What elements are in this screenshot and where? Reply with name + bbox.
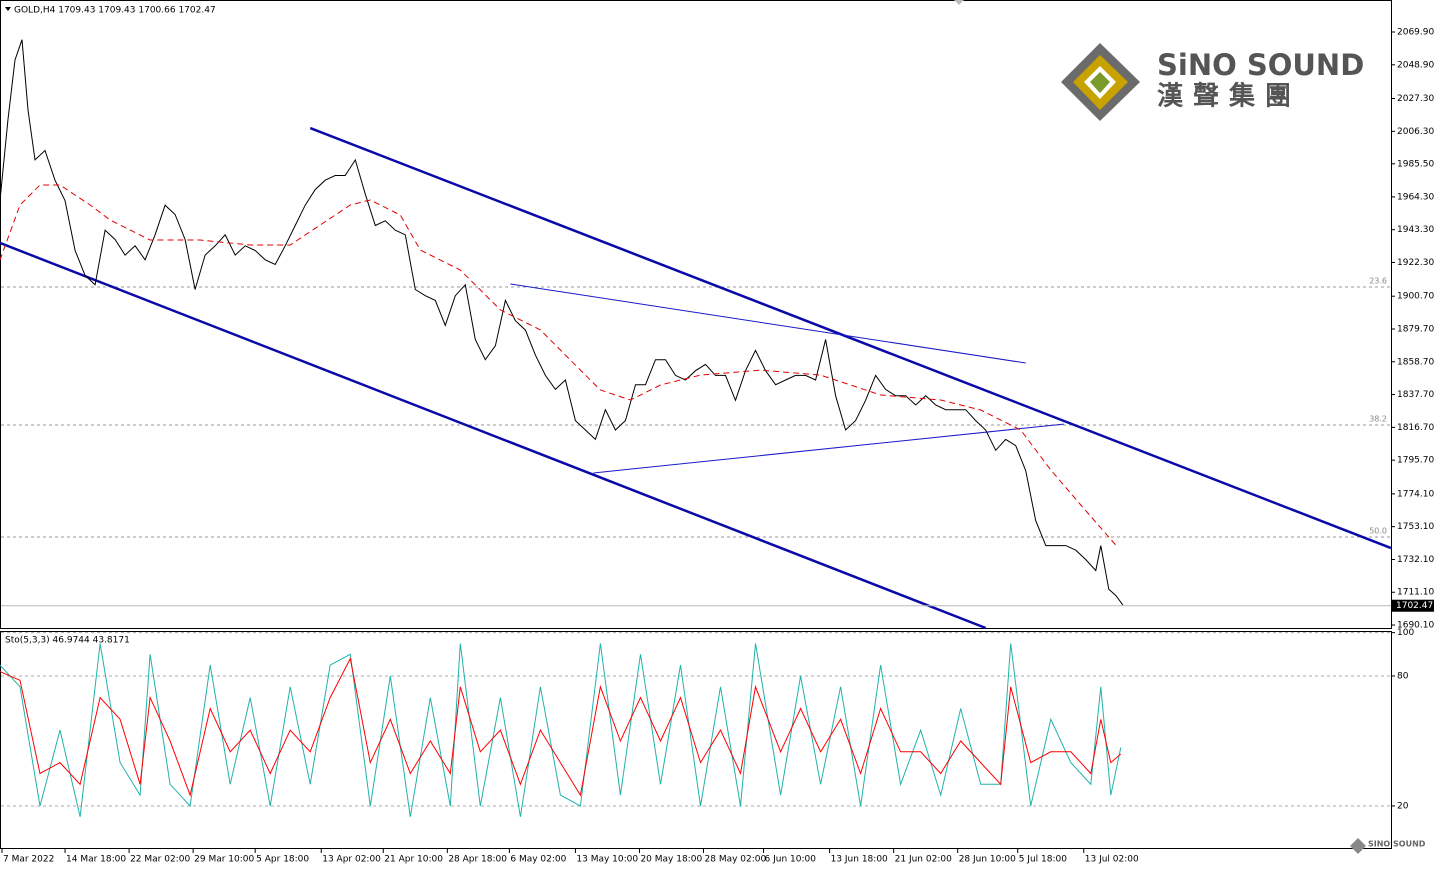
series-line xyxy=(0,657,1122,797)
stoch-panel-frame xyxy=(0,631,1392,849)
y-tick-label: 1795.70 xyxy=(1397,456,1434,466)
y-tick-label: 1732.10 xyxy=(1397,555,1434,565)
x-tick-label: 6 May 02:00 xyxy=(510,855,566,865)
series-line xyxy=(0,184,1117,546)
y-tick-label: 80 xyxy=(1397,671,1409,681)
series-line xyxy=(0,643,1122,817)
menu-arrow xyxy=(5,7,11,11)
y-tick-label: 1816.70 xyxy=(1397,423,1434,433)
x-tick-label: 20 May 18:00 xyxy=(640,855,702,865)
stoch-title: Sto(5,3,3) 46.9744 43.8171 xyxy=(5,636,130,646)
x-tick-label: 13 Apr 02:00 xyxy=(322,855,381,865)
x-tick-label: 13 Jun 18:00 xyxy=(831,855,888,865)
y-tick-label: 1858.70 xyxy=(1397,357,1434,367)
x-tick-label: 28 May 02:00 xyxy=(705,855,767,865)
x-tick-label: 21 Apr 10:00 xyxy=(384,855,443,865)
price-panel-frame xyxy=(0,0,1392,629)
x-tick-label: 14 Mar 18:00 xyxy=(66,855,126,865)
x-tick-label: 13 May 10:00 xyxy=(576,855,638,865)
x-tick-label: 5 Apr 18:00 xyxy=(256,855,309,865)
last-price-box xyxy=(1392,599,1434,612)
fib-label: 23.6 xyxy=(1369,276,1387,285)
y-tick-label: 1922.30 xyxy=(1397,258,1434,268)
y-tick-label: 1964.30 xyxy=(1397,192,1434,202)
fib-label: 38.2 xyxy=(1369,415,1387,424)
x-tick-label: 29 Mar 10:00 xyxy=(194,855,254,865)
last-price-label: 1702.47 xyxy=(1396,601,1433,611)
x-tick-label: 28 Apr 18:00 xyxy=(448,855,507,865)
y-tick-label: 1753.10 xyxy=(1397,522,1434,532)
shift-marker xyxy=(954,0,964,5)
price-title: GOLD,H4 1709.43 1709.43 1700.66 1702.47 xyxy=(14,6,216,16)
x-tick-label: 21 Jun 02:00 xyxy=(895,855,952,865)
y-tick-label: 1837.70 xyxy=(1397,390,1434,400)
small-logo-mark xyxy=(1350,838,1366,854)
logo-chinese: 漢聲集團 xyxy=(1157,81,1301,112)
x-tick-label: 7 Mar 2022 xyxy=(3,855,54,865)
trendline xyxy=(309,126,1392,550)
logo-diamond-center xyxy=(1090,72,1110,93)
trendline xyxy=(510,283,1026,364)
y-tick-label: 100 xyxy=(1397,628,1414,638)
y-tick-label: 1985.50 xyxy=(1397,159,1434,169)
y-tick-label: 20 xyxy=(1397,801,1409,811)
y-tick-label: 1774.10 xyxy=(1397,489,1434,499)
y-tick-label: 2027.30 xyxy=(1397,94,1434,104)
small-logo-text: SINO SOUND xyxy=(1368,840,1426,849)
y-tick-label: 1690.10 xyxy=(1397,621,1434,631)
x-tick-label: 6 Jun 10:00 xyxy=(765,855,817,865)
logo: SiNO SOUND 漢聲集團 xyxy=(1061,43,1364,121)
fib-label: 50.0 xyxy=(1369,526,1387,535)
y-tick-label: 2069.90 xyxy=(1397,28,1434,38)
x-tick-label: 28 Jun 10:00 xyxy=(959,855,1016,865)
trendline xyxy=(593,423,1064,474)
trendline xyxy=(0,241,987,630)
x-tick-label: 5 Jul 18:00 xyxy=(1019,855,1068,865)
y-tick-label: 1879.70 xyxy=(1397,324,1434,334)
y-tick-label: 2006.30 xyxy=(1397,127,1434,137)
y-tick-label: 1943.30 xyxy=(1397,225,1434,235)
y-tick-label: 1711.10 xyxy=(1397,588,1434,598)
logo-name: SiNO SOUND xyxy=(1157,48,1364,82)
series-line xyxy=(0,39,1124,606)
x-tick-label: 22 Mar 02:00 xyxy=(130,855,190,865)
y-tick-label: 2048.90 xyxy=(1397,60,1434,70)
x-tick-label: 13 Jul 02:00 xyxy=(1085,855,1139,865)
y-tick-label: 1900.70 xyxy=(1397,292,1434,302)
